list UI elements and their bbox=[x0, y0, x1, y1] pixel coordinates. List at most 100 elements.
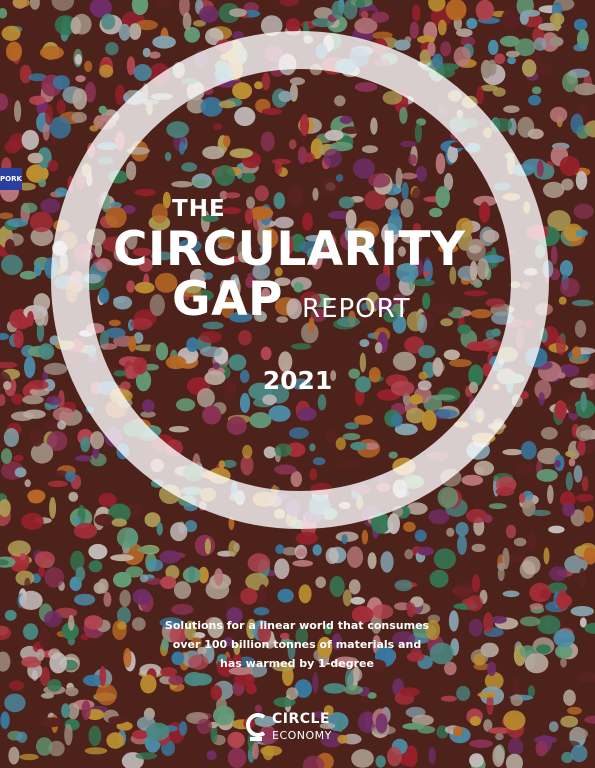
gum-blob bbox=[338, 196, 355, 209]
gum-blob bbox=[423, 270, 430, 277]
gum-blob bbox=[146, 577, 163, 585]
gum-blob bbox=[147, 559, 164, 572]
gum-blob bbox=[96, 258, 113, 272]
gum-blob bbox=[9, 680, 25, 691]
gum-blob bbox=[568, 68, 590, 79]
gum-blob bbox=[399, 106, 408, 124]
gum-blob bbox=[99, 666, 107, 687]
gum-blob bbox=[74, 516, 81, 524]
gum-blob bbox=[355, 376, 371, 393]
gum-blob bbox=[103, 592, 112, 607]
gum-blob bbox=[421, 410, 437, 431]
gum-blob bbox=[368, 659, 387, 672]
gum-blob bbox=[466, 508, 488, 524]
gum-blob bbox=[108, 319, 121, 327]
gum-blob bbox=[563, 689, 576, 706]
gum-blob bbox=[138, 257, 153, 272]
gum-blob bbox=[245, 276, 255, 288]
gum-blob bbox=[61, 703, 71, 719]
gum-blob bbox=[253, 310, 267, 322]
gum-blob bbox=[297, 146, 308, 165]
gum-blob bbox=[84, 60, 93, 72]
gum-blob bbox=[347, 227, 371, 250]
gum-blob bbox=[286, 687, 299, 700]
gum-blob bbox=[382, 90, 403, 105]
gum-blob bbox=[278, 351, 293, 373]
gum-blob bbox=[555, 644, 573, 659]
gum-blob bbox=[401, 182, 409, 200]
gum-blob bbox=[471, 543, 486, 553]
gum-blob bbox=[334, 95, 346, 107]
gum-blob bbox=[361, 529, 369, 545]
gum-blob bbox=[488, 727, 511, 735]
gum-blob bbox=[27, 152, 44, 164]
gum-blob bbox=[323, 705, 334, 716]
gum-blob bbox=[437, 19, 447, 36]
gum-blob bbox=[49, 116, 71, 139]
gum-blob bbox=[279, 0, 299, 7]
gum-blob bbox=[488, 503, 507, 510]
gum-blob bbox=[428, 0, 446, 12]
gum-blob bbox=[375, 713, 388, 734]
gum-blob bbox=[212, 705, 235, 726]
gum-blob bbox=[466, 341, 490, 352]
gum-blob bbox=[82, 674, 105, 687]
gum-blob bbox=[27, 379, 49, 390]
gum-blob bbox=[392, 293, 406, 306]
gum-blob bbox=[197, 646, 207, 655]
gum-blob bbox=[519, 616, 541, 627]
gum-blob bbox=[404, 549, 414, 560]
gum-blob bbox=[125, 230, 138, 250]
gum-blob bbox=[483, 612, 494, 634]
gum-blob bbox=[440, 318, 453, 327]
gum-blob bbox=[89, 0, 112, 18]
gum-blob bbox=[476, 86, 484, 105]
gum-blob bbox=[149, 342, 159, 364]
gum-blob bbox=[0, 651, 11, 672]
gum-blob bbox=[40, 198, 61, 214]
gum-blob bbox=[24, 356, 36, 378]
gum-blob bbox=[210, 685, 222, 701]
gum-blob bbox=[179, 721, 188, 736]
gum-blob bbox=[132, 247, 152, 257]
gum-blob bbox=[1, 25, 21, 41]
gum-blob bbox=[553, 629, 575, 648]
gum-blob bbox=[395, 167, 403, 189]
gum-blob bbox=[184, 620, 196, 641]
gum-blob bbox=[485, 298, 506, 308]
gum-blob bbox=[223, 637, 234, 647]
gum-blob bbox=[355, 0, 366, 9]
gum-blob bbox=[134, 281, 155, 294]
gum-blob bbox=[558, 296, 567, 305]
gum-blob bbox=[19, 270, 37, 280]
gum-blob bbox=[90, 431, 105, 450]
gum-blob bbox=[257, 226, 268, 247]
gum-blob bbox=[448, 610, 459, 632]
logo-name: CIRCLE bbox=[272, 711, 331, 727]
gum-blob bbox=[88, 725, 102, 746]
gum-blob bbox=[432, 53, 444, 70]
gum-blob bbox=[198, 566, 209, 584]
gum-blob bbox=[253, 607, 270, 616]
gum-blob bbox=[312, 671, 319, 694]
gum-blob bbox=[374, 342, 383, 354]
gum-blob bbox=[0, 361, 18, 369]
gum-blob bbox=[19, 753, 39, 761]
gum-blob bbox=[6, 41, 22, 62]
gum-blob bbox=[38, 343, 55, 360]
gum-blob bbox=[494, 53, 506, 65]
gum-blob bbox=[56, 99, 66, 115]
gum-blob bbox=[537, 447, 561, 465]
gum-blob bbox=[228, 354, 247, 371]
gum-blob bbox=[39, 627, 50, 649]
gum-blob bbox=[202, 405, 222, 425]
gum-blob bbox=[171, 180, 193, 188]
gum-blob bbox=[0, 625, 12, 640]
gum-blob bbox=[88, 560, 103, 573]
gum-blob bbox=[132, 588, 152, 606]
gum-blob bbox=[110, 554, 134, 562]
gum-blob bbox=[193, 179, 208, 187]
gum-blob bbox=[280, 632, 290, 640]
gum-blob bbox=[4, 609, 17, 621]
gum-blob bbox=[549, 566, 568, 582]
